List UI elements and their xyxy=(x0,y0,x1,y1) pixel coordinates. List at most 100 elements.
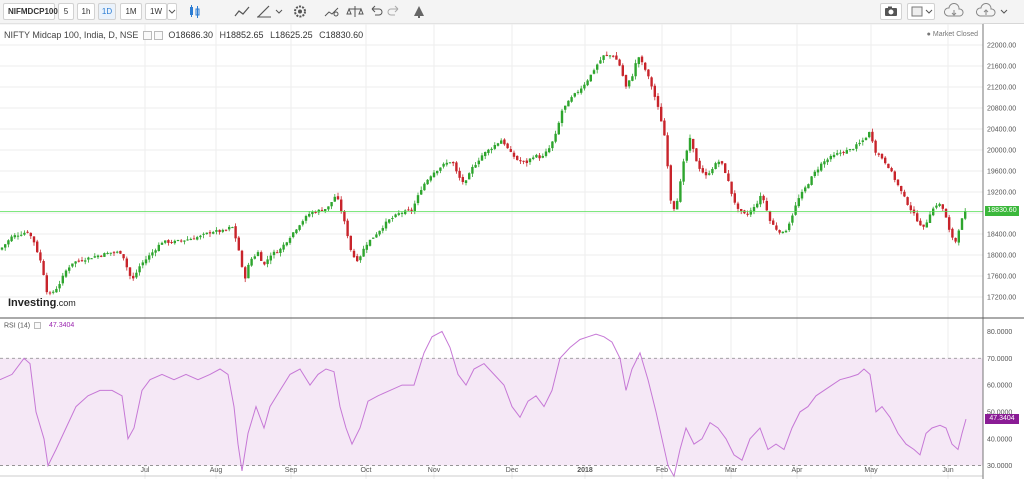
time-axis[interactable]: Jul Aug Sep Oct Nov Dec 2018 Feb Mar Apr May Jun xyxy=(141,467,954,474)
interval-5[interactable]: 5 xyxy=(58,3,74,20)
settings-button[interactable] xyxy=(290,3,310,20)
candle-body xyxy=(618,59,621,66)
price-tick-label: 20400.00 xyxy=(987,127,1016,134)
candle-body xyxy=(829,155,832,160)
candle-body xyxy=(685,150,688,161)
candle-body xyxy=(384,221,388,229)
candle-body xyxy=(320,209,324,211)
camera-icon xyxy=(885,6,897,16)
undo-button[interactable] xyxy=(366,3,386,20)
candle-body xyxy=(154,250,157,253)
rsi-settings-button[interactable] xyxy=(34,322,42,329)
scale-button[interactable] xyxy=(345,3,365,20)
candle-body xyxy=(336,196,340,200)
candle-body xyxy=(288,238,292,243)
cloud-save-button[interactable] xyxy=(974,3,998,20)
price-axis[interactable]: 17200.0017600.0018000.0018400.0018800.00… xyxy=(987,43,1016,302)
candle-body xyxy=(477,160,480,165)
candle-body xyxy=(893,171,896,180)
candle-body xyxy=(308,213,311,217)
candle-body xyxy=(816,169,820,173)
candle-body xyxy=(637,57,640,65)
candle-body xyxy=(589,74,592,82)
time-tick-label: Aug xyxy=(210,467,223,474)
candle-body xyxy=(157,244,160,252)
price-tick-label: 21200.00 xyxy=(987,85,1016,92)
interval-1w[interactable]: 1W xyxy=(145,3,167,20)
candle-body xyxy=(330,202,333,207)
rsi-band-lines xyxy=(0,357,983,466)
layout-button[interactable] xyxy=(907,3,935,20)
hide-series-button[interactable] xyxy=(142,31,152,41)
candle-body xyxy=(167,240,170,243)
candle-body xyxy=(429,176,432,181)
time-tick-label: 2018 xyxy=(577,467,593,474)
series-settings-button[interactable] xyxy=(153,31,163,41)
indicators-icon xyxy=(234,6,250,17)
candle-body xyxy=(490,148,493,151)
cloud-load-button[interactable] xyxy=(942,3,966,20)
save-dropdown[interactable] xyxy=(998,3,1010,20)
candle-body xyxy=(772,220,775,225)
candle-body xyxy=(250,258,253,266)
gear-icon xyxy=(294,5,306,18)
candle-body xyxy=(669,165,672,201)
candle-body xyxy=(868,132,871,138)
interval-1m[interactable]: 1M xyxy=(120,3,142,20)
candle-body xyxy=(122,254,125,259)
candle-body xyxy=(58,284,61,289)
candle-body xyxy=(887,163,890,169)
candle-body xyxy=(484,151,487,157)
candles-button[interactable] xyxy=(184,3,204,20)
time-tick-label: Dec xyxy=(506,467,519,474)
candle-body xyxy=(279,248,282,254)
interval-1d[interactable]: 1D xyxy=(98,3,116,20)
candle-body xyxy=(212,232,215,234)
interval-dropdown[interactable] xyxy=(167,3,177,20)
candle-body xyxy=(695,148,698,162)
tools-dropdown[interactable] xyxy=(274,3,284,20)
candle-body xyxy=(567,100,570,107)
candle-body xyxy=(359,256,362,261)
rsi-tick-label: 30.0000 xyxy=(987,463,1012,470)
logo-name: Investing xyxy=(8,297,57,309)
rsi-tick-label: 70.0000 xyxy=(987,356,1012,363)
candle-body xyxy=(660,106,663,122)
alert-button[interactable] xyxy=(409,3,429,20)
candle-body xyxy=(368,239,372,246)
candle-body xyxy=(71,263,74,267)
candle-body xyxy=(570,97,573,102)
redo-button[interactable] xyxy=(384,3,404,20)
candle-body xyxy=(404,210,407,214)
candle-body xyxy=(29,232,32,237)
candle-body xyxy=(90,258,93,260)
candle-body xyxy=(208,232,212,234)
time-tick-label: Jul xyxy=(141,467,150,474)
candle-body xyxy=(781,231,784,234)
rsi-line xyxy=(0,330,967,478)
screenshot-button[interactable] xyxy=(880,3,902,20)
candle-body xyxy=(605,54,608,56)
candle-body xyxy=(848,149,852,151)
candle-body xyxy=(717,161,720,165)
candle-body xyxy=(858,142,861,145)
rsi-axis[interactable]: 30.0000 40.0000 50.0000 60.0000 70.0000 80.00… xyxy=(987,329,1012,470)
price-tick-label: 20800.00 xyxy=(987,106,1016,113)
candle-body xyxy=(68,267,71,271)
compare-button[interactable] xyxy=(322,3,342,20)
interval-1h[interactable]: 1h xyxy=(77,3,95,20)
rsi-tick-label: 80.0000 xyxy=(987,329,1012,336)
indicators-button[interactable] xyxy=(232,3,252,20)
candle-body xyxy=(496,143,500,146)
time-tick-label: Jun xyxy=(942,467,953,474)
candle-body xyxy=(938,203,941,206)
candle-body xyxy=(762,195,765,201)
candle-body xyxy=(631,76,634,81)
candle-body xyxy=(922,224,925,227)
candle-body xyxy=(644,62,647,70)
line-tools-button[interactable] xyxy=(254,3,274,20)
rsi-value-tag: 47.3404 xyxy=(985,414,1019,425)
candle-body xyxy=(93,256,96,258)
symbol-search[interactable]: NIFMDCP100 xyxy=(3,3,58,20)
